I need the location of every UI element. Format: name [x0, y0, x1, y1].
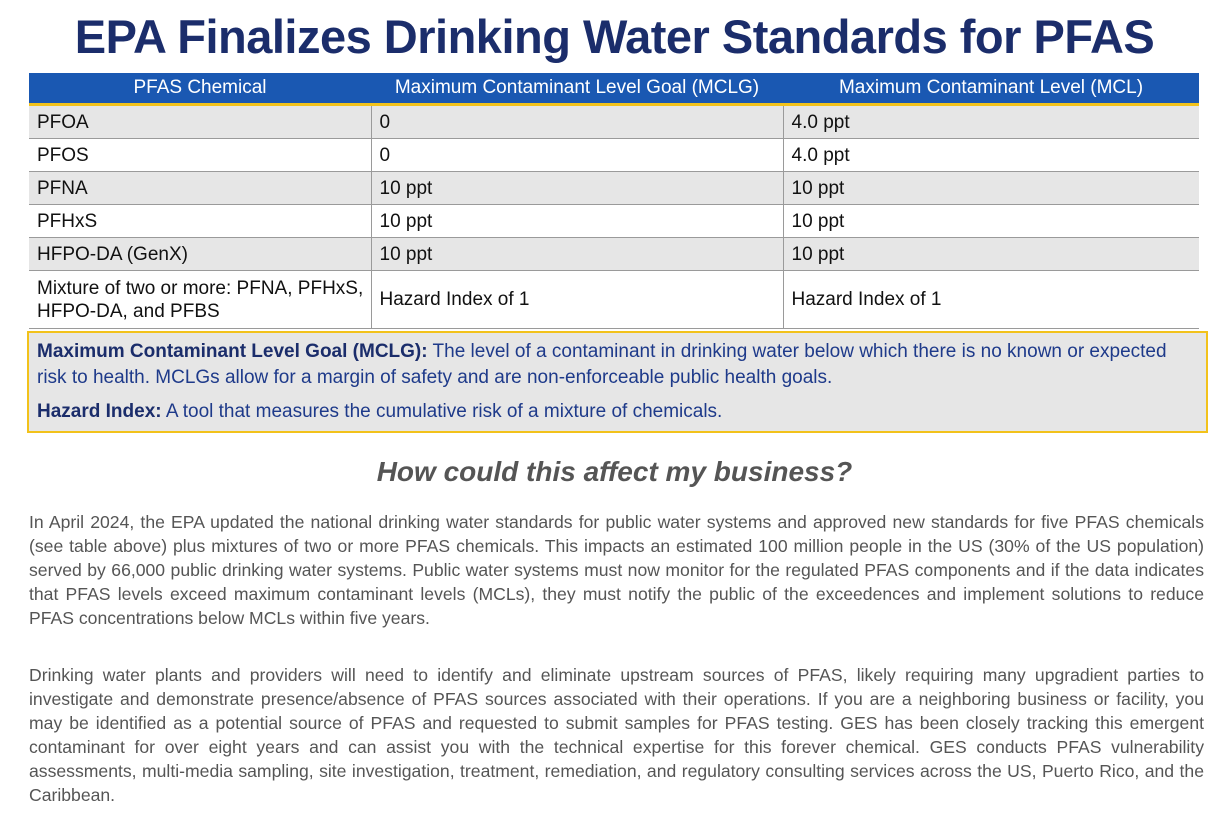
page-title: EPA Finalizes Drinking Water Standards f…: [74, 10, 1155, 63]
mcl-cell: 10 ppt: [783, 237, 1199, 271]
section-subheading: How could this affect my business?: [376, 456, 853, 487]
table-row: HFPO-DA (GenX) 10 ppt 10 ppt: [29, 237, 1199, 271]
mcl-cell: 4.0 ppt: [783, 104, 1199, 139]
chemical-cell: PFHxS: [29, 204, 372, 238]
header-mclg: Maximum Contaminant Level Goal (MCLG): [371, 73, 783, 106]
mclg-cell: 0: [371, 138, 784, 172]
body-paragraph-2: Drinking water plants and providers will…: [29, 663, 1204, 807]
hazard-index-definition: Hazard Index: A tool that measures the c…: [37, 399, 1198, 425]
pfas-standards-table: PFAS Chemical Maximum Contaminant Level …: [29, 73, 1199, 329]
chemical-cell: PFOA: [29, 104, 372, 139]
definitions-box: Maximum Contaminant Level Goal (MCLG): T…: [27, 331, 1208, 433]
mcl-cell: 4.0 ppt: [783, 138, 1199, 172]
mcl-cell: 10 ppt: [783, 171, 1199, 205]
header-mcl: Maximum Contaminant Level (MCL): [783, 73, 1199, 106]
mclg-cell: 10 ppt: [371, 171, 784, 205]
body-paragraph-1: In April 2024, the EPA updated the natio…: [29, 510, 1204, 630]
mclg-cell: Hazard Index of 1: [371, 270, 784, 329]
hazard-index-text: A tool that measures the cumulative risk…: [161, 401, 723, 422]
mclg-cell: 0: [371, 104, 784, 139]
mclg-term: Maximum Contaminant Level Goal (MCLG):: [37, 341, 428, 362]
table-row: Mixture of two or more: PFNA, PFHxS, HFP…: [29, 270, 1199, 329]
table-row: PFOS 0 4.0 ppt: [29, 138, 1199, 172]
table-row: PFHxS 10 ppt 10 ppt: [29, 204, 1199, 238]
mcl-cell: Hazard Index of 1: [783, 270, 1199, 329]
chemical-cell: PFNA: [29, 171, 372, 205]
paragraph-text: Drinking water plants and providers will…: [29, 665, 1204, 805]
header-pfas-chemical: PFAS Chemical: [29, 73, 371, 106]
mclg-cell: 10 ppt: [371, 204, 784, 238]
mclg-cell: 10 ppt: [371, 237, 784, 271]
table-header-row: PFAS Chemical Maximum Contaminant Level …: [29, 73, 1199, 106]
table-row: PFOA 0 4.0 ppt: [29, 104, 1199, 139]
mclg-text: The level of a contaminant in drinking w…: [37, 341, 1167, 388]
mcl-cell: 10 ppt: [783, 204, 1199, 238]
chemical-cell: HFPO-DA (GenX): [29, 237, 372, 271]
mclg-definition: Maximum Contaminant Level Goal (MCLG): T…: [37, 339, 1198, 391]
paragraph-text: In April 2024, the EPA updated the natio…: [29, 512, 1204, 628]
chemical-cell: PFOS: [29, 138, 372, 172]
table-row: PFNA 10 ppt 10 ppt: [29, 171, 1199, 205]
chemical-cell: Mixture of two or more: PFNA, PFHxS, HFP…: [29, 270, 372, 329]
hazard-index-term: Hazard Index:: [37, 401, 162, 422]
